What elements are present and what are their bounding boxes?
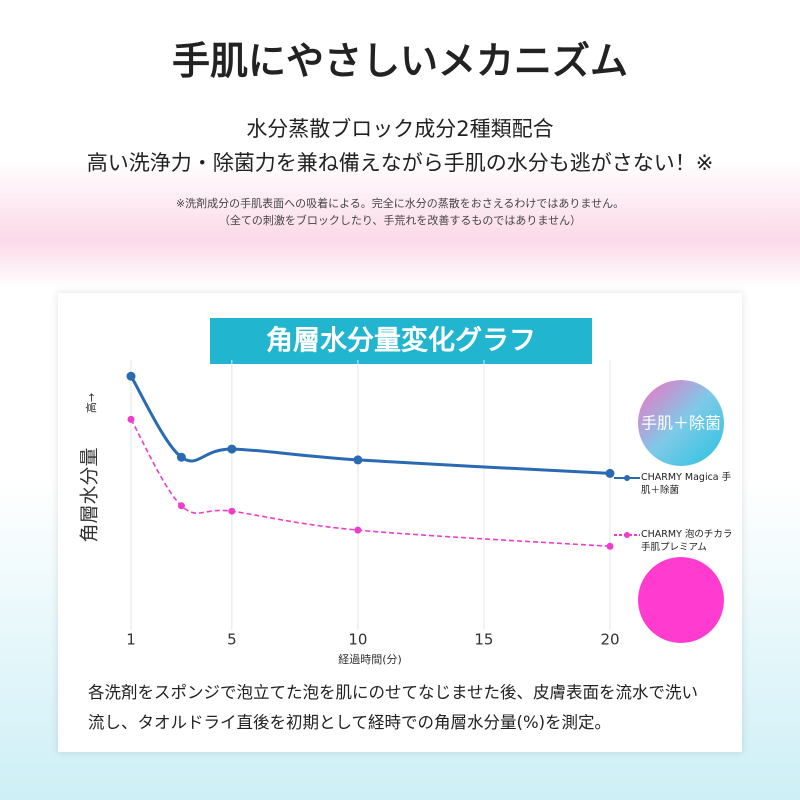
note: （全ての刺激をブロックしたり、手荒れを改善するものではありません） (218, 214, 582, 227)
point (127, 415, 135, 423)
chart-title: 角層水分量変化グラフ (266, 325, 536, 357)
badge (638, 380, 724, 466)
title: 手肌にやさしいメカニズム (171, 39, 628, 83)
legend-dot (624, 532, 630, 538)
legend-item: CHARMY 泡のチカラ 手肌プレミアム (641, 529, 733, 553)
x-label: 経過時間(分) (338, 653, 402, 666)
point (227, 444, 237, 454)
y-note: 高→ (84, 393, 98, 413)
x-tick-label: 5 (227, 631, 237, 649)
x-tick-label: 1 (126, 631, 136, 649)
badge (638, 557, 724, 643)
legend-item: CHARMY Magica 手肌＋除菌 (641, 472, 732, 496)
x-tick-label: 15 (474, 631, 493, 649)
footer: 各洗剤をスポンジで泡立てた泡を肌にのせてなじませた後、皮膚表面を流水で洗い流し、… (88, 683, 699, 732)
legend-dot (624, 475, 630, 481)
point (228, 507, 236, 515)
point (605, 468, 615, 478)
point (177, 502, 185, 510)
point (126, 371, 136, 381)
legend-label: CHARMY Magica 手肌＋除菌 (641, 472, 732, 496)
point (354, 526, 362, 534)
subtitle: 高い洗浄力・除菌力を兼ね備えながら手肌の水分も逃がさない！※ (86, 151, 714, 175)
card (58, 293, 742, 752)
badge-label: 手肌＋除菌 (641, 414, 721, 433)
chart-title-banner (210, 318, 592, 364)
note: ※洗剤成分の手肌表面への吸着による。完全に水分の蒸散をおさえるわけではありません… (175, 197, 625, 210)
series-line (129, 375, 611, 475)
point (176, 452, 186, 462)
y-label: 角層水分量 (79, 447, 101, 542)
subtitle: 水分蒸散ブロック成分2種類配合 (246, 117, 554, 141)
x-tick-label: 10 (348, 631, 367, 649)
series-line (130, 418, 611, 548)
point (606, 542, 614, 550)
point (353, 455, 363, 465)
x-tick-label: 20 (600, 631, 619, 649)
legend-label: CHARMY 泡のチカラ 手肌プレミアム (641, 529, 733, 553)
